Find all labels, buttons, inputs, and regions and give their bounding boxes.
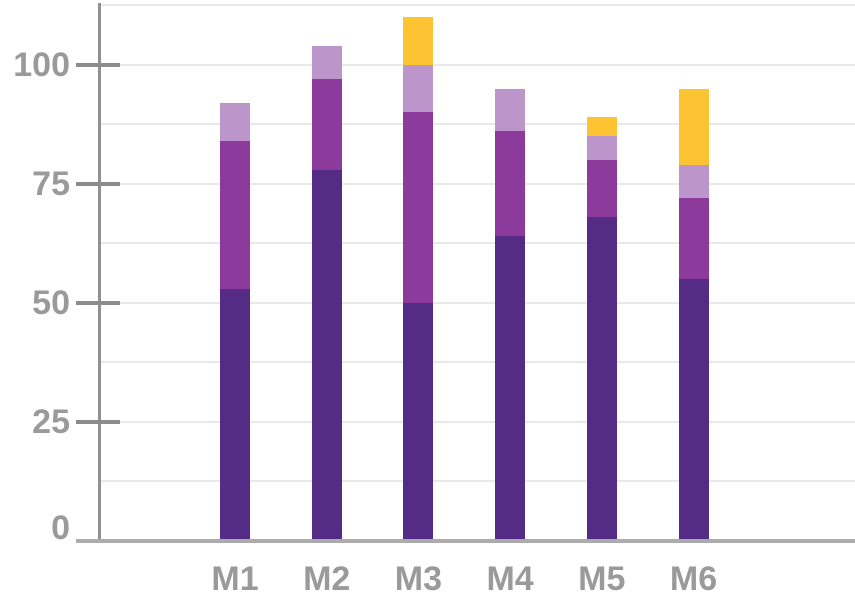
bar-m4-segment-dark-purple [495, 236, 526, 541]
gridline [99, 123, 855, 126]
gridline [99, 63, 855, 66]
gridline [99, 242, 855, 245]
bar-m3-segment-dark-purple [403, 302, 434, 541]
bar-m1-segment-dark-purple [220, 288, 250, 541]
bar-m6-segment-medium-purple [678, 198, 709, 280]
bar-m2-segment-dark-purple [311, 169, 342, 541]
gridline [99, 480, 855, 483]
y-axis-line [97, 3, 101, 543]
y-axis-label: 50 [32, 283, 70, 322]
x-axis-label: M6 [669, 560, 718, 598]
y-axis-label: 100 [13, 45, 70, 84]
y-axis-tick [76, 181, 120, 186]
bar-m6-segment-lavender [678, 164, 709, 199]
x-axis-label: M4 [486, 560, 534, 598]
bar-m4-segment-medium-purple [495, 131, 526, 237]
bar-m5-segment-medium-purple [586, 160, 617, 218]
bar-m3-segment-medium-purple [403, 112, 434, 303]
bar-m1-segment-medium-purple [220, 141, 250, 289]
bar-m5-segment-lavender [586, 136, 617, 161]
gridline [99, 301, 855, 304]
y-axis-label: 25 [32, 402, 70, 441]
gridline [99, 420, 855, 423]
gridline [99, 361, 855, 364]
x-axis-label: M1 [211, 560, 259, 598]
x-axis-label: M5 [578, 560, 626, 598]
gridline [99, 182, 855, 185]
bar-m6-segment-yellow [678, 88, 709, 165]
y-axis-label: 75 [32, 164, 70, 203]
bar-m4-segment-lavender [495, 88, 526, 132]
x-axis-line [76, 539, 855, 543]
y-axis-tick [76, 62, 120, 67]
x-axis-label: M3 [394, 560, 442, 598]
y-axis-tick [76, 300, 120, 305]
bar-m3-segment-yellow [403, 17, 434, 65]
bar-m2-segment-medium-purple [311, 79, 342, 170]
x-axis-label: M2 [303, 560, 351, 598]
bar-m1-segment-lavender [220, 102, 250, 141]
bar-m5-segment-yellow [586, 117, 617, 137]
bar-m5-segment-dark-purple [586, 217, 617, 541]
bar-m6-segment-dark-purple [678, 279, 709, 541]
gridline [99, 4, 855, 7]
bar-m3-segment-lavender [403, 64, 434, 113]
y-axis-tick [76, 419, 120, 424]
y-axis-label: 0 [51, 509, 70, 547]
bar-m2-segment-lavender [311, 45, 342, 80]
